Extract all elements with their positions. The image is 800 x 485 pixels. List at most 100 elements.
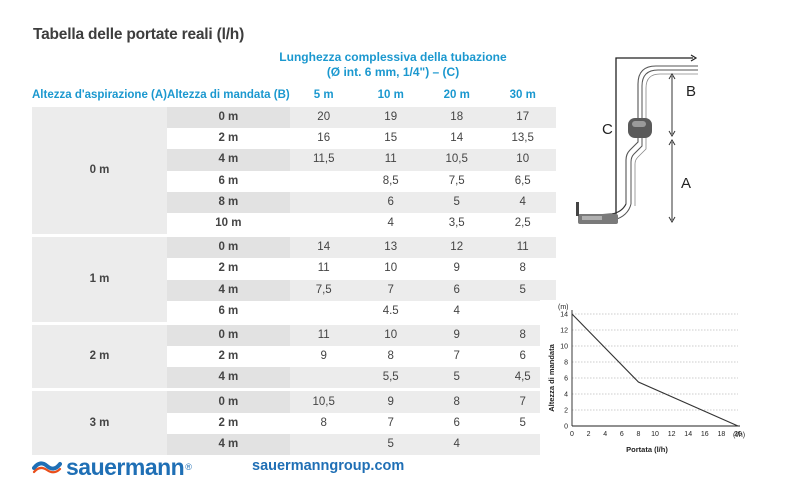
mandata-height-cell: 4 m [167, 367, 290, 390]
chart-y-tick-label: 8 [564, 360, 568, 367]
flow-value-cell: 13 [357, 234, 424, 259]
flow-value-cell: 8 [519, 262, 526, 275]
chart-x-tick-label: 14 [684, 431, 692, 438]
flow-value-cell: 15 [384, 132, 398, 145]
flow-value-cell: 10,5 [289, 388, 358, 413]
suction-height-cell: 2 m [32, 321, 168, 390]
flow-value-cell: 9 [320, 350, 327, 363]
installation-diagram: B C A [576, 54, 698, 224]
column-group-title-line1: Lunghezza complessiva della tubazione [279, 50, 507, 64]
chart-series-line [571, 313, 739, 427]
flow-value-cell: 5 [489, 279, 556, 301]
table-row: 2 m 9 8 7 6 [32, 346, 556, 368]
brand-registered: ® [185, 462, 192, 472]
chart-y-tick-label: 12 [560, 328, 568, 335]
chart-y-tick-label: 6 [564, 376, 568, 383]
header-suction: Altezza d'aspirazione (A) [32, 89, 168, 101]
header-length-20m: 20 m [443, 89, 470, 101]
flow-value-cell [289, 433, 358, 455]
flow-value-cell [289, 367, 358, 390]
flow-value-cell [290, 213, 358, 236]
column-group-title-line2: (Ø int. 6 mm, 1/4") – (C) [326, 65, 460, 79]
flow-value-cell: 14 [450, 132, 464, 145]
table-row: 2 m 11 10 9 8 [32, 258, 556, 280]
flow-value-cell: 6,5 [514, 174, 531, 187]
chart-x-tick-label: 16 [701, 431, 709, 438]
mandata-height-cell: 6 m [167, 300, 290, 324]
flow-value-cell: 4 [489, 191, 556, 213]
flow-value-cell: 19 [357, 107, 424, 129]
flow-value-cell [290, 171, 358, 192]
flow-value-cell: 10 [384, 262, 398, 275]
mandata-height-cell: 2 m [167, 412, 290, 434]
chart-x-tick-label: 0 [570, 431, 574, 438]
chart-x-tick-label: 8 [636, 431, 640, 438]
flow-value-cell: 6 [423, 279, 490, 301]
flow-value-cell: 16 [317, 132, 331, 145]
flow-value-cell: 4 [387, 217, 394, 230]
diagram-label-b: B [686, 83, 696, 100]
chart-grid [572, 313, 738, 411]
mandata-height-cell: 4 m [167, 433, 290, 455]
suction-height-cell: 1 m [32, 234, 168, 324]
flow-value-cell: 11,5 [289, 149, 358, 171]
sauermann-wave-icon [32, 461, 62, 474]
flow-value-cell: 10,5 [423, 149, 490, 171]
flow-rate-table: Altezza d'aspirazione (A) Altezza di man… [32, 84, 556, 455]
chart-y-label: Altezza di mandata [547, 343, 556, 411]
brand-name: sauermann [66, 453, 185, 480]
flow-value-cell: 9 [453, 262, 460, 275]
table-row: 4 m 11,5 11 10,5 10 [32, 149, 556, 171]
chart-y-tick-label: 14 [560, 312, 568, 319]
flow-value-cell: 4 [453, 304, 460, 317]
chart-x-tick-label: 12 [668, 431, 676, 438]
flow-value-cell [290, 301, 358, 324]
flow-value-cell: 8 [387, 350, 394, 363]
flow-value-cell: 2,5 [514, 217, 531, 230]
flow-value-cell: 5 [423, 191, 490, 213]
flow-value-cell: 4.5 [382, 304, 399, 317]
flow-value-cell [489, 433, 556, 455]
table-row: 4 m 5,5 5 4,5 [32, 367, 556, 390]
flow-value-cell: 3,5 [448, 217, 465, 230]
mandata-height-cell: 10 m [167, 212, 290, 236]
diagram-label-a: A [681, 175, 691, 192]
flow-value-cell: 11 [489, 234, 556, 259]
mandata-height-cell: 2 m [167, 128, 290, 150]
mandata-height-cell: 2 m [167, 258, 290, 280]
flow-value-cell: 9 [423, 321, 490, 347]
flow-value-cell: 18 [423, 107, 490, 129]
mandata-height-cell: 0 m [167, 388, 290, 413]
flow-value-cell: 10 [357, 321, 424, 347]
table-row: 2 m 8 7 6 5 [32, 412, 556, 434]
flow-value-cell: 11 [289, 321, 358, 347]
chart-x-ticks: 0 2 4 6 8 10 12 14 16 18 20 [570, 431, 742, 438]
header-mandata: Altezza di mandata (B) [167, 89, 290, 101]
flow-value-cell: 5,5 [357, 367, 424, 390]
table-row: 6 m 4.5 4 [32, 300, 556, 324]
chart-axes [571, 310, 740, 427]
flow-value-cell: 5 [519, 416, 526, 429]
website-link[interactable]: sauermanngroup.com [252, 458, 405, 474]
flow-value-cell: 13,5 [511, 132, 534, 145]
chart-y-unit: (m) [558, 304, 569, 311]
flow-value-cell: 5 [357, 433, 424, 455]
header-length-5m: 5 m [313, 89, 334, 101]
chart-x-tick-label: 6 [620, 431, 624, 438]
flow-value-cell: 8 [320, 416, 327, 429]
diagram-label-c: C [602, 121, 613, 138]
chart-x-tick-label: 4 [603, 431, 607, 438]
mandata-height-cell: 0 m [167, 321, 290, 347]
flow-value-cell: 7,5 [448, 174, 465, 187]
mandata-height-cell: 6 m [167, 170, 290, 192]
flow-value-cell: 4,5 [489, 367, 556, 390]
mandata-height-cell: 2 m [167, 346, 290, 368]
flow-value-cell: 5 [423, 367, 490, 390]
page-title: Tabella delle portate reali (l/h) [33, 26, 245, 43]
table-row: 6 m 8,5 7,5 6,5 [32, 170, 556, 192]
chart-y-tick-label: 0 [564, 424, 568, 431]
